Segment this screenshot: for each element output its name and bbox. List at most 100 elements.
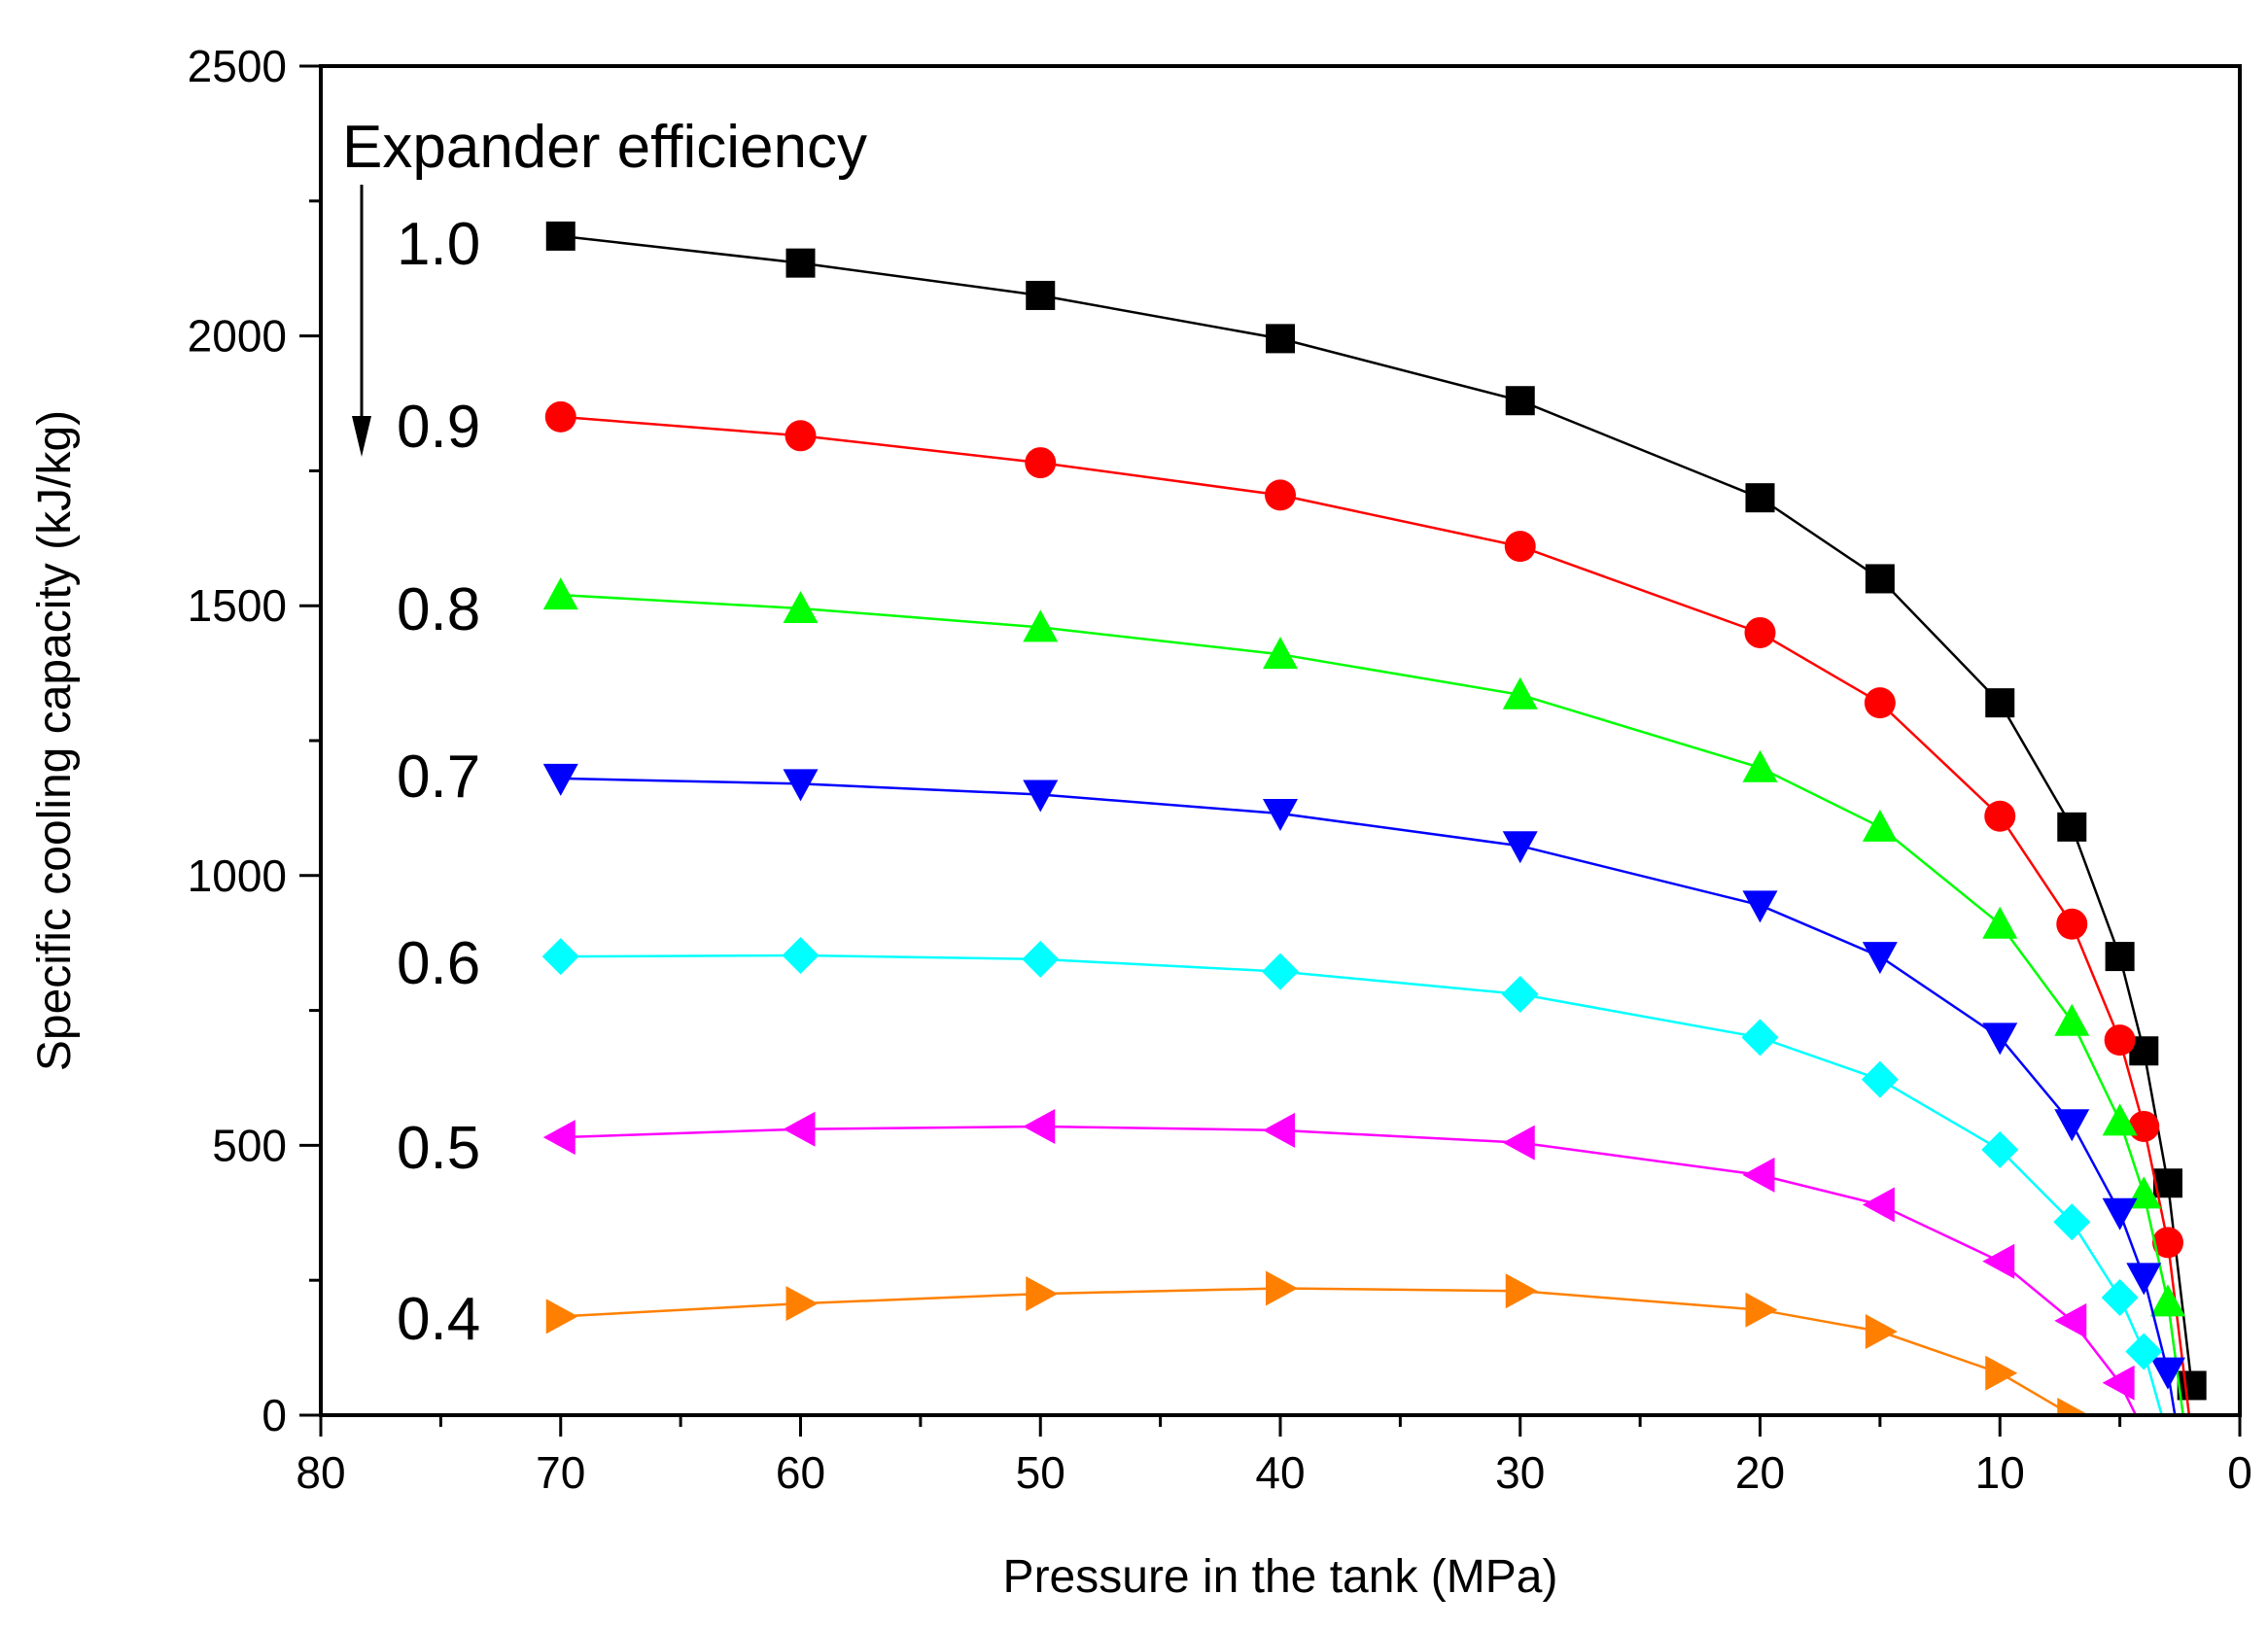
y-tick-label: 1000 <box>188 850 287 901</box>
data-point-0-5 <box>2102 1365 2135 1401</box>
data-point-0-9 <box>544 400 576 433</box>
series-label-0-9: 0.9 <box>397 394 480 461</box>
data-point-0-9 <box>2104 1024 2136 1057</box>
data-point-0-4 <box>545 1299 578 1334</box>
data-point-0-7 <box>2102 1197 2138 1230</box>
data-point-0-4 <box>785 1286 819 1322</box>
data-point-0-9 <box>785 420 817 452</box>
y-axis-title: Specific cooling capacity (kJ/kg) <box>29 410 81 1071</box>
series-label-0-4: 0.4 <box>397 1286 480 1353</box>
data-point-0-8 <box>1023 609 1059 642</box>
data-point-1-0 <box>2177 1370 2207 1401</box>
data-point-0-9 <box>1504 531 1536 563</box>
data-point-0-6 <box>2125 1333 2163 1370</box>
data-point-0-6 <box>2101 1278 2139 1316</box>
data-point-0-7 <box>2126 1263 2162 1296</box>
data-point-0-7 <box>1023 780 1059 813</box>
series-layer <box>541 221 2207 1415</box>
data-point-0-7 <box>2054 1109 2090 1142</box>
data-point-0-7 <box>2149 1357 2185 1390</box>
data-point-0-9 <box>1864 687 1896 719</box>
data-point-1-0 <box>1745 483 1775 513</box>
expander-efficiency-title: Expander efficiency <box>342 114 867 181</box>
data-point-0-5 <box>783 1111 816 1147</box>
series-label-0-7: 0.7 <box>397 744 480 811</box>
data-point-1-0 <box>1505 386 1535 416</box>
data-point-1-0 <box>1026 280 1056 310</box>
data-point-0-8 <box>1862 809 1898 842</box>
x-tick-label: 0 <box>2227 1447 2252 1498</box>
data-point-0-7 <box>542 763 578 796</box>
x-tick-label: 30 <box>1495 1447 1545 1498</box>
x-tick-label: 50 <box>1016 1447 1065 1498</box>
y-axis: 0 500 1000 1500 2000 2500 <box>188 41 321 1440</box>
data-point-1-0 <box>785 248 816 278</box>
data-point-0-9 <box>1265 479 1296 511</box>
data-point-0-6 <box>1741 1019 1779 1057</box>
series-label-0-6: 0.6 <box>397 930 480 997</box>
data-point-0-7 <box>1742 890 1778 923</box>
data-point-0-5 <box>1263 1112 1295 1148</box>
data-point-1-0 <box>1266 324 1295 354</box>
data-point-0-8 <box>1982 906 2018 939</box>
x-axis: 80 70 60 50 40 30 20 10 0 <box>296 1415 2252 1498</box>
data-point-0-6 <box>1861 1060 1899 1098</box>
data-point-0-4 <box>1266 1270 1298 1306</box>
series-label-0-8: 0.8 <box>397 576 480 643</box>
data-point-0-9 <box>2128 1110 2160 1142</box>
data-point-0-5 <box>1023 1108 1056 1144</box>
data-point-0-9 <box>1744 616 1776 648</box>
data-point-0-5 <box>1502 1125 1535 1161</box>
x-tick-label: 60 <box>776 1447 825 1498</box>
efficiency-arrow-head-icon <box>352 416 371 457</box>
x-axis-title: Pressure in the tank (MPa) <box>1003 1551 1558 1603</box>
y-tick-label: 2500 <box>188 41 287 91</box>
data-point-0-9 <box>2151 1227 2183 1259</box>
data-point-0-7 <box>1982 1022 2018 1056</box>
x-tick-label: 10 <box>1975 1447 2025 1498</box>
data-point-0-5 <box>1862 1187 1895 1223</box>
series-labels: 1.0 0.9 0.8 0.7 0.6 0.5 0.4 <box>397 211 480 1353</box>
data-point-0-8 <box>1502 676 1538 710</box>
data-point-1-0 <box>545 221 576 251</box>
data-point-0-8 <box>2149 1284 2185 1317</box>
data-point-0-4 <box>1985 1355 2018 1391</box>
data-point-0-6 <box>1022 940 1060 978</box>
series-label-0-5: 0.5 <box>397 1115 480 1182</box>
data-point-0-6 <box>2053 1203 2091 1241</box>
data-point-0-7 <box>1502 831 1538 864</box>
data-point-0-6 <box>1262 953 1299 990</box>
data-point-0-5 <box>1742 1157 1775 1193</box>
y-tick-label: 0 <box>262 1390 287 1440</box>
data-point-1-0 <box>2057 812 2087 842</box>
data-point-0-8 <box>1742 749 1778 782</box>
data-point-1-0 <box>1985 688 2015 718</box>
data-point-0-5 <box>2054 1302 2087 1338</box>
data-point-0-5 <box>1982 1243 2015 1279</box>
data-point-0-6 <box>541 938 579 976</box>
x-tick-label: 20 <box>1735 1447 1785 1498</box>
x-tick-label: 70 <box>536 1447 585 1498</box>
x-tick-label: 80 <box>296 1447 345 1498</box>
y-tick-label: 1500 <box>188 580 287 631</box>
data-point-0-8 <box>1263 637 1298 670</box>
data-point-0-6 <box>1501 975 1539 1013</box>
data-point-0-8 <box>2054 1003 2090 1036</box>
x-tick-label: 40 <box>1255 1447 1305 1498</box>
data-point-0-9 <box>2056 908 2088 940</box>
data-point-0-8 <box>542 577 578 610</box>
y-tick-label: 500 <box>212 1120 287 1170</box>
data-point-0-9 <box>1984 800 2016 832</box>
data-point-0-6 <box>1981 1130 2019 1168</box>
data-point-0-8 <box>783 590 819 623</box>
data-point-0-6 <box>782 936 820 974</box>
data-point-0-4 <box>2057 1398 2090 1415</box>
data-point-0-8 <box>2102 1103 2138 1136</box>
data-point-1-0 <box>1865 564 1895 594</box>
data-point-0-4 <box>1745 1292 1778 1328</box>
series-label-1-0: 1.0 <box>397 211 480 278</box>
data-point-1-0 <box>2105 942 2135 972</box>
y-tick-label: 2000 <box>188 311 287 362</box>
